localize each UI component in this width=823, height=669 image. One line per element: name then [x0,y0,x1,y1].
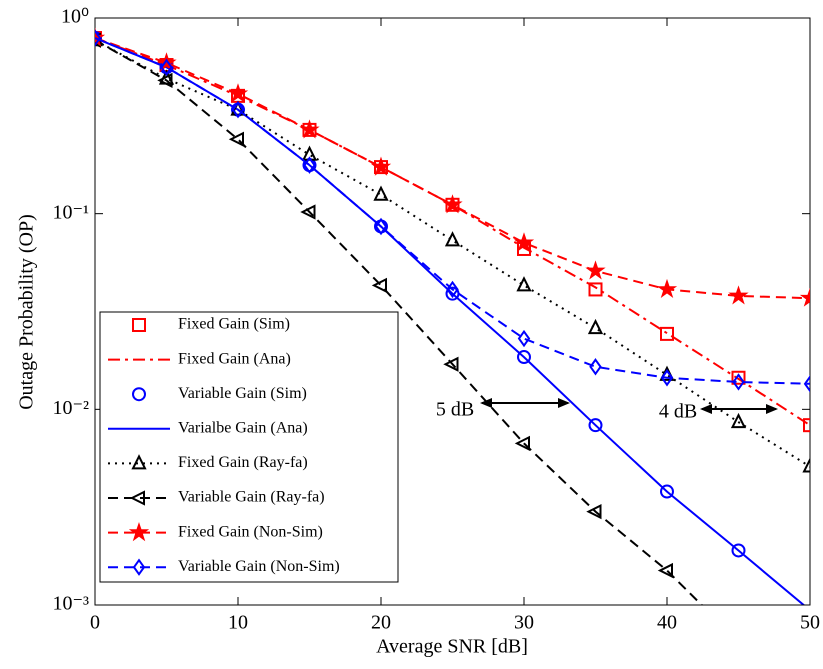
axes: 0 10 20 30 40 50 10⁰ 10⁻¹ 10⁻² 10⁻³ [52,6,820,634]
legend-label: Varialbe Gain (Ana) [178,419,308,436]
marker [228,131,244,147]
marker [517,350,531,365]
y-axis-label: Outage Probability (OP) [16,214,38,410]
marker [513,232,535,252]
marker [128,522,150,542]
marker [95,29,102,47]
marker [799,287,810,307]
marker [443,356,459,372]
arrow-head [700,404,712,414]
marker [657,562,673,579]
x-tick-label: 30 [514,612,534,634]
marker [516,276,532,292]
arrow-head [558,398,570,408]
plot-area [95,27,810,648]
marker [731,543,746,558]
marker [728,285,749,305]
legend-box [99,311,399,583]
marker [157,72,173,88]
x-tick-label: 40 [657,612,677,634]
marker [303,156,316,174]
marker [731,370,746,385]
legend-label: Variable Gain (Ray-fa) [178,489,325,506]
annotations: 5 dB 4 dB [436,398,778,423]
marker [586,504,602,520]
marker [300,204,316,220]
marker [374,217,388,236]
marker [587,318,604,335]
x-axis-label: Average SNR [dB] [376,636,528,658]
marker [445,286,460,301]
marker [589,358,602,376]
series-line [95,39,810,468]
legend-label: Variable Gain (Sim) [178,385,307,402]
marker [446,280,459,299]
series-line [95,37,810,385]
marker [514,435,530,451]
marker [131,454,147,470]
series-line [95,39,704,605]
marker [588,418,603,433]
legend-label: Fixed Gain (Ray-fa) [178,454,308,471]
marker [231,100,245,119]
marker [132,318,146,332]
x-tick-label: 10 [228,612,248,634]
marker [588,282,603,297]
marker [803,375,810,393]
marker [132,558,146,576]
annotation: 4 dB [659,401,697,423]
x-tick-label: 0 [90,612,100,634]
marker [132,387,146,402]
y-tick-label: 10⁰ [61,6,89,28]
marker [299,119,320,139]
marker [802,457,810,473]
x-tick-label: 20 [371,612,391,634]
arrow-head [766,404,778,414]
x-tick-label: 50 [800,612,820,634]
marker [129,490,145,506]
y-tick-label: 10⁻² [52,397,89,419]
plot-frame [94,17,811,606]
marker [370,156,392,176]
marker [444,231,461,247]
marker [230,100,246,116]
marker [732,373,745,391]
legend-label: Fixed Gain (Non-Sim) [178,523,323,540]
marker [227,83,249,103]
marker [803,418,810,433]
legend-label: Fixed Gain (Sim) [178,316,290,333]
marker [732,636,744,648]
marker [442,194,463,214]
arrow-head [480,398,492,408]
legend: Fixed Gain (Sim) Fixed Gain (Ana) Variable… [99,311,399,583]
y-tick-label: 10⁻¹ [52,201,89,223]
marker [660,484,674,499]
marker [371,277,387,294]
marker [656,278,678,298]
marker [517,329,531,348]
annotation: 5 dB [436,399,474,421]
marker [585,260,606,280]
marker [660,326,674,341]
marker [373,185,389,201]
marker [160,58,173,76]
marker [730,412,747,429]
marker [660,369,674,387]
y-tick-label: 10⁻³ [52,593,89,615]
legend-label: Variable Gain (Non-Sim) [178,558,340,575]
legend-label: Fixed Gain (Ana) [178,350,291,367]
series-line [95,37,810,300]
